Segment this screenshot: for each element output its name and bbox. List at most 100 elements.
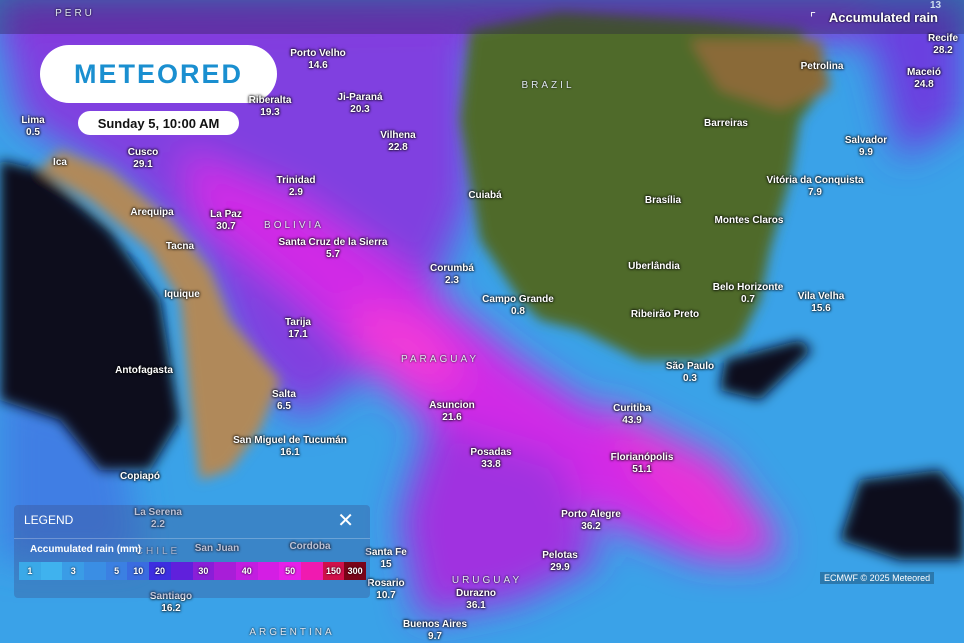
city-marker[interactable]: Asuncion 21.6: [429, 400, 475, 424]
legend-title: LEGEND: [24, 513, 74, 527]
city-marker[interactable]: Maceió 24.8: [907, 67, 941, 91]
city-name: Buenos Aires: [402, 619, 468, 630]
scale-step: [40, 562, 63, 580]
city-marker[interactable]: Pelotas 29.9: [542, 550, 578, 574]
city-marker[interactable]: La Paz 30.7: [210, 209, 242, 233]
city-marker[interactable]: Antofagasta: [115, 365, 173, 377]
city-marker[interactable]: Ribeirão Preto: [631, 309, 699, 321]
city-rain-value: 21.6: [442, 412, 462, 423]
scale-step: 20: [149, 562, 171, 580]
scale-step: [300, 562, 323, 580]
city-marker[interactable]: Uberlândia: [628, 261, 680, 273]
city-marker[interactable]: Florianópolis 51.1: [611, 452, 674, 476]
scale-step: [170, 562, 193, 580]
city-name: Ji-Paraná: [337, 92, 383, 103]
city-rain-value: 7.9: [808, 187, 822, 198]
city-marker[interactable]: Montes Claros: [715, 215, 784, 227]
city-marker[interactable]: Buenos Aires 9.7: [403, 619, 467, 643]
scale-step: [257, 562, 280, 580]
city-marker[interactable]: Salta 6.5: [272, 389, 296, 413]
city-name: Antofagasta: [115, 365, 173, 376]
city-marker[interactable]: San Miguel de Tucumán 16.1: [233, 435, 347, 459]
city-marker[interactable]: Recife 28.2: [928, 33, 958, 57]
city-marker[interactable]: Rosario 10.7: [367, 578, 404, 602]
country-label: PARAGUAY: [400, 354, 480, 365]
city-marker[interactable]: Iquique: [164, 289, 200, 301]
city-name: Vitória da Conquista: [766, 175, 864, 186]
city-marker[interactable]: Salvador 9.9: [845, 135, 887, 159]
city-rain-value: 15: [380, 559, 392, 570]
country-label: ARGENTINA: [249, 627, 335, 638]
city-rain-value: 0.5: [26, 127, 40, 138]
city-name: Campo Grande: [482, 294, 554, 305]
city-marker[interactable]: Santa Fe 15: [365, 547, 407, 571]
city-rain-value: 36.2: [581, 521, 601, 532]
city-marker[interactable]: Cuiabá: [468, 190, 501, 202]
city-rain-value: 9.7: [428, 631, 442, 642]
city-marker[interactable]: Riberalta 19.3: [249, 95, 292, 119]
city-rain-value: 22.8: [388, 142, 408, 153]
city-name: Durazno: [456, 588, 496, 599]
city-name: Vilhena: [380, 130, 416, 141]
city-marker[interactable]: São Paulo 0.3: [666, 361, 714, 385]
city-marker[interactable]: Cordoba: [289, 541, 330, 553]
scale-step: 1: [19, 562, 41, 580]
city-rain-value: 20.3: [350, 104, 370, 115]
city-marker[interactable]: Belo Horizonte 0.7: [713, 282, 784, 306]
city-marker[interactable]: Vilhena 22.8: [380, 130, 415, 154]
city-marker[interactable]: Copiapó: [120, 471, 160, 483]
city-marker[interactable]: Corumbá 2.3: [430, 263, 474, 287]
city-marker[interactable]: Ji-Paraná 20.3: [337, 92, 382, 116]
city-name: Barreiras: [704, 118, 748, 129]
city-marker[interactable]: Porto Velho 14.6: [290, 48, 346, 72]
city-marker[interactable]: Petrolina: [801, 61, 844, 73]
meteored-logo[interactable]: METEORED: [40, 45, 277, 103]
city-name: Lima: [21, 115, 45, 126]
city-marker[interactable]: Barreiras: [704, 118, 748, 130]
city-marker[interactable]: Curitiba 43.9: [613, 403, 651, 427]
city-marker[interactable]: Lima 0.5: [21, 115, 44, 139]
city-marker[interactable]: Porto Alegre 36.2: [561, 509, 621, 533]
city-rain-value: 19.3: [260, 107, 280, 118]
city-name: Belo Horizonte: [712, 282, 784, 293]
city-name: Recife: [927, 33, 959, 44]
city-name: Tarija: [285, 317, 311, 328]
scale-step: 10: [127, 562, 150, 580]
country-label: CHILE: [135, 546, 181, 557]
city-rain-value: 0.7: [741, 294, 755, 305]
land-brazil: [460, 12, 830, 400]
layer-title[interactable]: Accumulated rain: [828, 10, 938, 25]
city-name: Brasília: [644, 195, 682, 206]
city-name: Tacna: [165, 241, 195, 252]
city-marker[interactable]: Brasília: [645, 195, 681, 207]
city-marker[interactable]: Durazno 36.1: [456, 588, 496, 612]
city-marker[interactable]: Cusco 29.1: [128, 147, 159, 171]
corner-icon[interactable]: ⌜: [809, 10, 816, 25]
city-marker[interactable]: Campo Grande 0.8: [482, 294, 554, 318]
country-label: PERU: [55, 8, 95, 19]
city-marker[interactable]: La Serena 2.2: [134, 507, 182, 531]
city-name: Cuiabá: [468, 190, 502, 201]
divider: [14, 538, 370, 539]
city-name: Cordoba: [289, 541, 331, 552]
city-marker[interactable]: Tacna: [166, 241, 194, 253]
close-icon[interactable]: ✕: [337, 510, 354, 532]
city-marker[interactable]: Santiago 16.2: [150, 591, 192, 615]
city-rain-value: 2.3: [445, 275, 459, 286]
city-marker[interactable]: Tarija 17.1: [285, 317, 311, 341]
city-marker[interactable]: Posadas 33.8: [470, 447, 511, 471]
city-marker[interactable]: Vitória da Conquista 7.9: [766, 175, 863, 199]
city-name: Asuncion: [429, 400, 475, 411]
city-marker[interactable]: San Juan: [195, 543, 239, 555]
city-marker[interactable]: Santa Cruz de la Sierra 5.7: [279, 237, 388, 261]
country-label: BRAZIL: [521, 80, 575, 91]
city-name: Arequipa: [130, 207, 174, 218]
city-marker[interactable]: Trinidad 2.9: [277, 175, 316, 199]
scale-step: 50: [279, 562, 301, 580]
city-marker[interactable]: Ica: [53, 157, 67, 169]
city-rain-value: 51.1: [632, 464, 652, 475]
city-marker[interactable]: Vila Velha 15.6: [798, 291, 845, 315]
city-name: Copiapó: [120, 471, 160, 482]
city-marker[interactable]: Arequipa: [130, 207, 173, 219]
